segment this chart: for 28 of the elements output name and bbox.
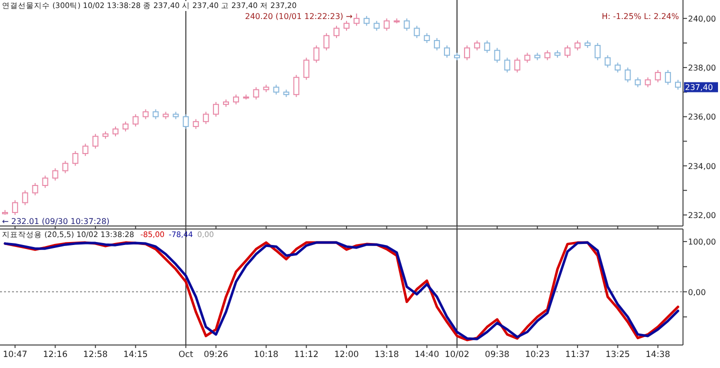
y-tick-label: 232,00 xyxy=(688,210,716,220)
y-tick-label: 100,00 xyxy=(688,238,716,247)
y-tick-label: 238,00 xyxy=(688,64,716,73)
x-tick-label: 10:23 xyxy=(525,350,550,360)
x-tick-label: 10:18 xyxy=(254,350,278,360)
y-tick-label: 234,00 xyxy=(688,162,716,171)
y-tick-label: 236,00 xyxy=(688,112,716,122)
x-tick-label: 12:16 xyxy=(42,350,68,360)
y-tick-label: 0,00 xyxy=(688,288,706,297)
x-tick-label: 12:00 xyxy=(334,350,359,360)
x-tick-label: 11:37 xyxy=(565,350,590,360)
x-tick-label: 14:15 xyxy=(123,350,148,360)
x-tick-label: 10:47 xyxy=(2,350,28,360)
x-tick-label: Oct xyxy=(178,350,194,360)
x-tick-label: 12:58 xyxy=(83,350,108,360)
annotation: 240.20 (10/01 12:22:23) → xyxy=(245,12,353,21)
x-tick-label: 09:38 xyxy=(484,350,510,360)
annotation: ← 232.01 (09/30 10:37:28) xyxy=(2,216,110,226)
y-tick-label: 240,00 xyxy=(688,14,716,24)
x-tick-label: 09:26 xyxy=(204,350,228,360)
x-tick-label: 11:12 xyxy=(294,350,319,360)
x-tick-label: 10/02 xyxy=(444,350,470,360)
x-tick-label: 13:18 xyxy=(374,350,399,360)
x-tick-label: 13:25 xyxy=(605,350,630,360)
x-tick-label: 14:40 xyxy=(414,350,440,360)
x-tick-label: 14:38 xyxy=(646,350,670,360)
text: 237,40 xyxy=(685,83,713,92)
annotation: H: -1.25% L: 2.24% xyxy=(602,12,680,21)
